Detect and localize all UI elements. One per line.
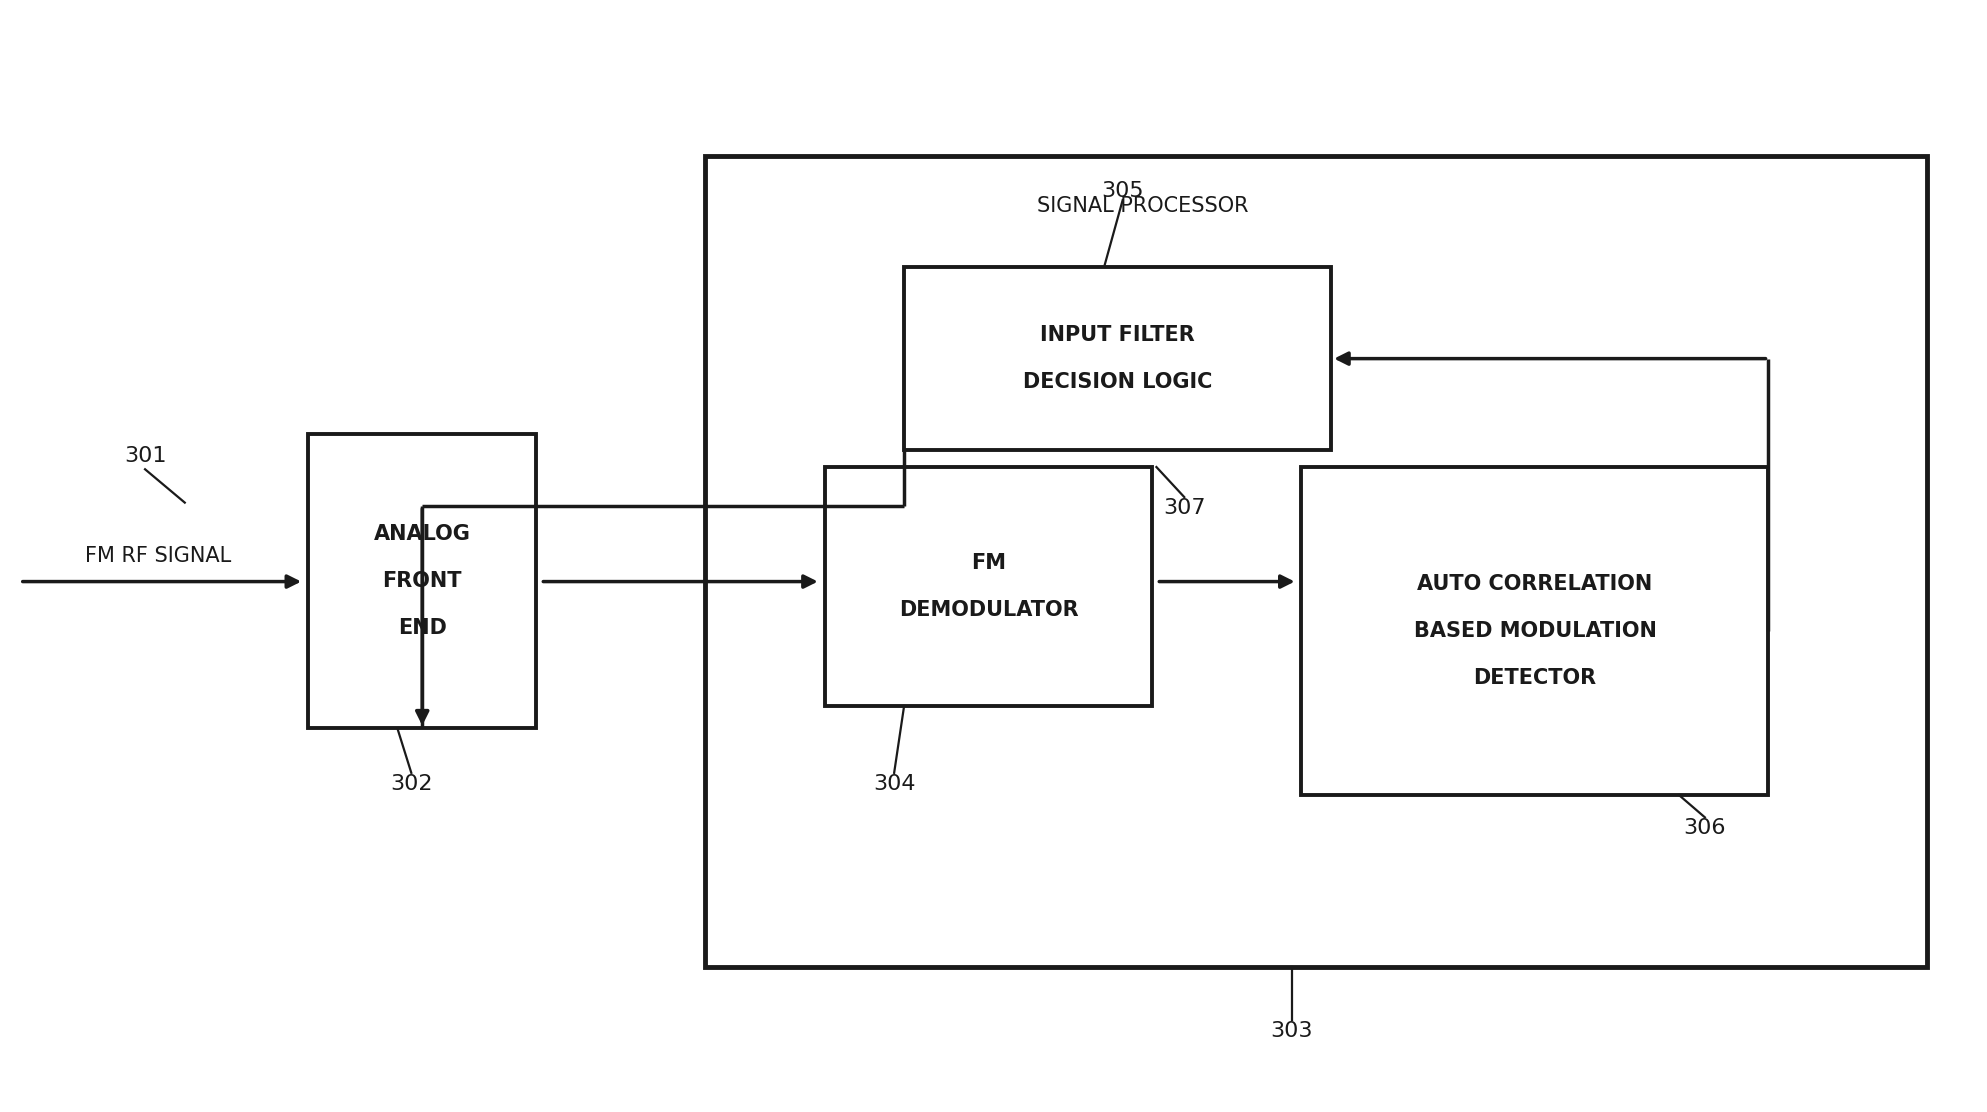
Text: 301: 301 <box>123 446 167 466</box>
Text: 305: 305 <box>1101 181 1145 201</box>
Bar <box>308 434 536 728</box>
Bar <box>825 467 1152 706</box>
Text: 304: 304 <box>872 774 916 794</box>
Text: SIGNAL PROCESSOR: SIGNAL PROCESSOR <box>1037 196 1248 216</box>
Bar <box>1301 467 1768 795</box>
Text: DEMODULATOR: DEMODULATOR <box>898 600 1079 619</box>
Text: INPUT FILTER: INPUT FILTER <box>1041 326 1194 345</box>
Text: ANALOG: ANALOG <box>374 525 471 544</box>
Text: DECISION LOGIC: DECISION LOGIC <box>1023 373 1212 391</box>
Text: 302: 302 <box>389 774 433 794</box>
Text: END: END <box>397 618 447 637</box>
Bar <box>904 267 1331 450</box>
Text: FM: FM <box>972 554 1005 573</box>
Text: AUTO CORRELATION: AUTO CORRELATION <box>1417 575 1653 594</box>
Text: 306: 306 <box>1683 818 1727 838</box>
Text: BASED MODULATION: BASED MODULATION <box>1413 622 1657 641</box>
Bar <box>705 156 1927 967</box>
Text: 307: 307 <box>1162 498 1206 518</box>
Text: FRONT: FRONT <box>382 572 463 590</box>
Text: FM RF SIGNAL: FM RF SIGNAL <box>85 546 232 566</box>
Text: 303: 303 <box>1270 1021 1313 1041</box>
Text: DETECTOR: DETECTOR <box>1474 668 1596 687</box>
